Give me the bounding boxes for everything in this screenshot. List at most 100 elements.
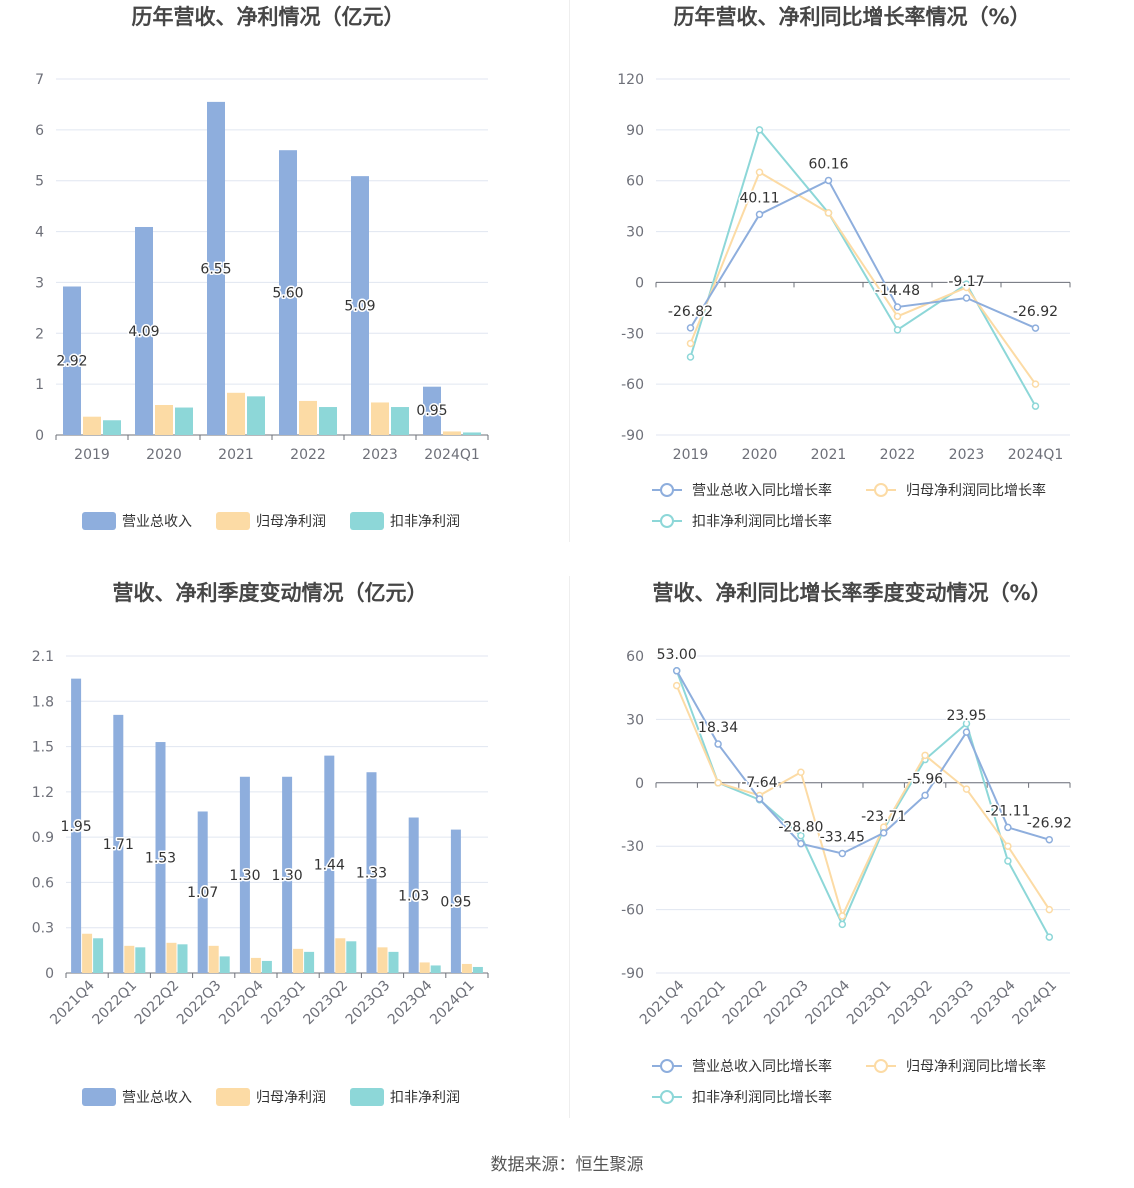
bar <box>208 945 219 973</box>
column-divider-bottom <box>569 576 570 1118</box>
legend-swatch <box>350 1088 384 1106</box>
data-label: 1.95 <box>61 819 92 835</box>
x-tick-label: 2020 <box>146 447 182 463</box>
x-tick-label: 2022Q1 <box>90 978 141 1029</box>
point <box>962 294 971 302</box>
point <box>1004 857 1012 865</box>
legend-item: 营业总收入同比增长率 <box>652 482 832 499</box>
point <box>1045 835 1054 844</box>
bar <box>472 966 483 973</box>
point <box>1045 905 1054 914</box>
column-divider-top <box>569 0 570 542</box>
y-tick-label: 60 <box>626 174 644 190</box>
data-label: 1.44 <box>314 857 345 873</box>
annual-revenue-profit-chart: 历年营收、净利情况（亿元） 0 1 2 3 4 5 6 7 2019 2020 2021 2022 202… <box>0 0 570 560</box>
bar <box>250 957 261 973</box>
y-tick-label: 0 <box>635 776 644 792</box>
x-tick-label: 2021Q4 <box>637 977 688 1028</box>
bar <box>430 965 441 973</box>
bar <box>461 963 472 973</box>
y-tick-label: -30 <box>621 326 644 342</box>
legend-swatch <box>82 512 116 530</box>
point <box>921 791 929 800</box>
point <box>962 785 971 793</box>
bar <box>82 933 93 973</box>
legend-marker <box>660 483 674 497</box>
y-tick-label: -30 <box>621 839 644 855</box>
legend-item: 扣非净利润同比增长率 <box>652 1089 832 1106</box>
point <box>755 795 764 803</box>
point <box>1031 380 1040 388</box>
gridlines <box>656 78 1070 436</box>
x-tick-label: 2022Q4 <box>803 977 854 1028</box>
point <box>797 839 805 848</box>
bar <box>155 404 173 435</box>
data-label: 0.95 <box>440 894 471 910</box>
bar <box>304 951 315 973</box>
x-tick-label: 2022Q1 <box>678 978 729 1029</box>
x-tick-label: 2023 <box>362 447 398 463</box>
y-tick-label: 7 <box>35 72 44 88</box>
y-tick-label: 1 <box>35 377 44 393</box>
legend-swatch <box>350 512 384 530</box>
data-label: -26.82 <box>668 304 713 320</box>
legend-swatch <box>216 1088 250 1106</box>
point <box>797 831 805 840</box>
data-label: 1.33 <box>356 866 387 882</box>
bar <box>377 947 388 973</box>
legend-item: 归母净利润 <box>216 1088 326 1106</box>
y-tick-label: 0 <box>635 275 644 291</box>
bar <box>113 714 124 973</box>
series-0 <box>672 667 1054 858</box>
bar <box>391 407 409 435</box>
x-tick-label: 2024Q1 <box>427 978 478 1029</box>
data-label: 18.34 <box>698 720 738 736</box>
y-tick-label: 1.2 <box>32 785 54 801</box>
data-label: -26.92 <box>1013 304 1058 320</box>
series-line <box>675 685 1051 919</box>
point <box>1031 324 1040 332</box>
legend-swatch <box>216 512 250 530</box>
legend-item: 营业总收入同比增长率 <box>652 1058 832 1075</box>
y-tick-label: -90 <box>621 428 644 444</box>
y-tick-label: 30 <box>626 225 644 241</box>
data-label: -26.92 <box>1027 816 1072 832</box>
legend: 营业总收入 归母净利润 扣非净利润 <box>82 1088 460 1106</box>
point <box>1031 402 1040 410</box>
x-tick-label: 2024Q1 <box>424 447 480 463</box>
x-tick-label: 2023Q2 <box>301 978 352 1029</box>
data-label: 1.71 <box>103 837 134 853</box>
bar <box>239 776 250 973</box>
x-tick-label: 2023Q1 <box>258 978 309 1029</box>
bar <box>351 176 369 435</box>
bar <box>282 776 293 973</box>
bar <box>83 416 101 435</box>
x-tick-label: 2023Q1 <box>844 978 895 1029</box>
legend-label: 扣非净利润同比增长率 <box>692 513 832 530</box>
data-label: -33.45 <box>820 829 865 845</box>
point <box>962 283 971 292</box>
bar <box>166 942 177 973</box>
point <box>893 312 902 321</box>
x-tick-label: 2021Q4 <box>47 977 98 1028</box>
bar <box>450 829 461 973</box>
series-1 <box>82 933 472 973</box>
series-0 <box>63 101 441 435</box>
point <box>838 849 847 858</box>
y-tick-label: 6 <box>35 123 44 139</box>
series-1 <box>672 681 1054 920</box>
bar <box>175 407 193 435</box>
y-tick-label: 1.5 <box>32 740 54 756</box>
x-tick-label: 2020 <box>742 447 778 463</box>
point <box>838 920 847 929</box>
y-tick-label: 1.8 <box>32 694 54 710</box>
y-tick-label: -60 <box>621 377 644 393</box>
y-tick-label: 0.6 <box>32 875 54 891</box>
bar <box>63 286 81 435</box>
data-label: -21.11 <box>985 803 1030 819</box>
x-tick-label: 2021 <box>811 447 847 463</box>
x-tick-label: 2022Q4 <box>216 977 267 1028</box>
legend-marker <box>660 1090 674 1104</box>
point <box>714 740 722 748</box>
